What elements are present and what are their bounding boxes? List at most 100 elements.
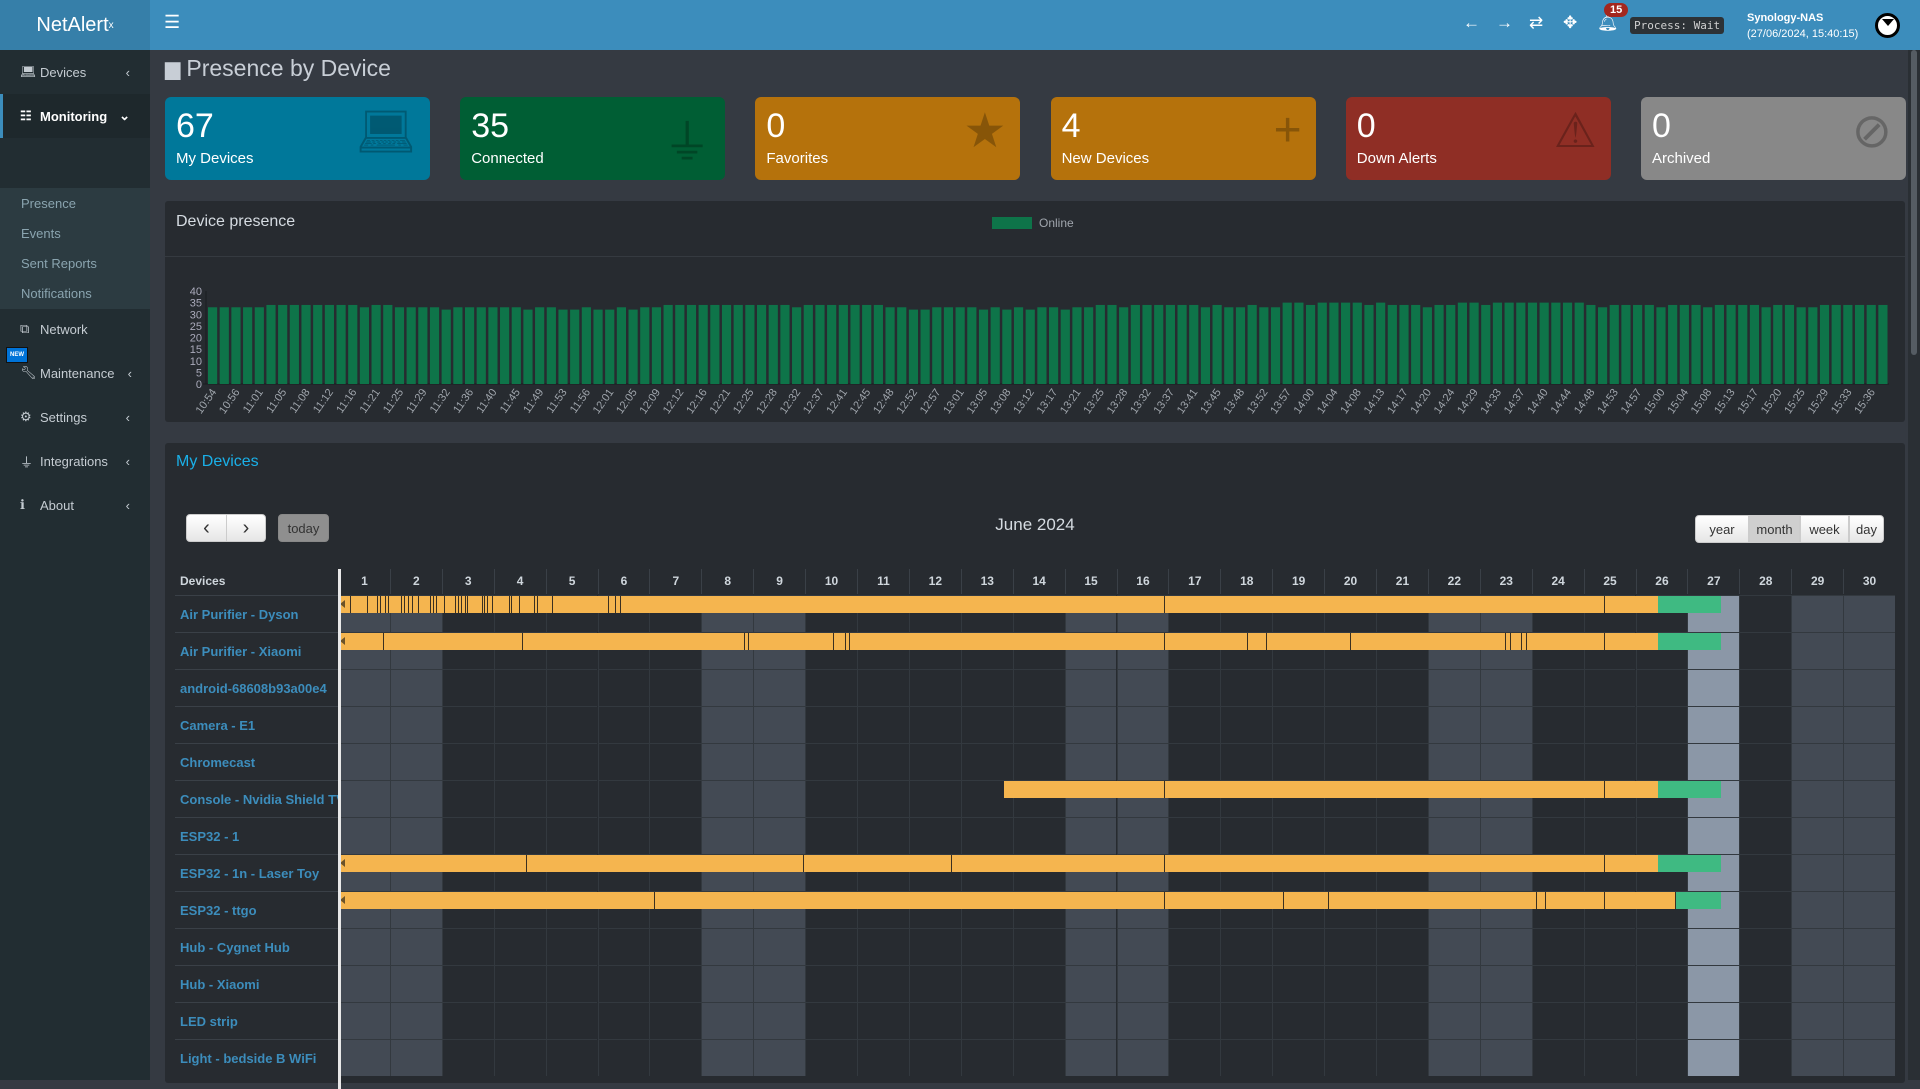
day-cell[interactable]	[1687, 965, 1740, 1002]
day-cell[interactable]	[1531, 1002, 1584, 1039]
day-cell[interactable]	[805, 780, 857, 817]
day-cell[interactable]	[857, 595, 909, 632]
bar[interactable]	[278, 304, 288, 384]
bar[interactable]	[208, 307, 218, 384]
day-cell[interactable]	[1843, 854, 1895, 891]
day-cell[interactable]	[753, 706, 806, 743]
presence-bar-past[interactable]	[338, 596, 1659, 613]
day-cell[interactable]	[1064, 743, 1117, 780]
day-cell[interactable]	[597, 780, 650, 817]
day-cell[interactable]	[545, 891, 598, 928]
day-cell[interactable]	[701, 1002, 754, 1039]
day-cell[interactable]	[1064, 1039, 1117, 1076]
bar[interactable]	[453, 307, 463, 384]
bar[interactable]	[1562, 302, 1573, 384]
day-cell[interactable]	[908, 669, 961, 706]
bar[interactable]	[1130, 304, 1140, 384]
day-cell[interactable]	[1376, 595, 1428, 632]
day-cell[interactable]	[1843, 743, 1895, 780]
day-cell[interactable]	[1376, 743, 1428, 780]
day-cell[interactable]	[1791, 854, 1844, 891]
sidebar-item-network[interactable]: ⧉ Network	[0, 307, 150, 351]
day-cell[interactable]	[753, 780, 806, 817]
day-cell[interactable]	[1531, 632, 1584, 669]
sidebar-item-integrations[interactable]: ⏚ Integrations ‹	[0, 439, 150, 483]
bar[interactable]	[476, 307, 486, 384]
bar[interactable]	[1165, 304, 1175, 384]
bar[interactable]	[827, 304, 837, 384]
day-cell[interactable]	[597, 891, 650, 928]
day-cell[interactable]	[1583, 854, 1636, 891]
day-cell[interactable]	[857, 780, 909, 817]
day-cell[interactable]	[389, 780, 442, 817]
device-link[interactable]: Chromecast	[175, 743, 338, 780]
bar[interactable]	[500, 307, 510, 384]
day-cell[interactable]	[1843, 669, 1895, 706]
day-cell[interactable]	[1739, 595, 1792, 632]
bar[interactable]	[1539, 302, 1549, 384]
day-cell[interactable]	[493, 595, 546, 632]
day-cell[interactable]	[1324, 891, 1376, 928]
day-cell[interactable]	[1687, 706, 1740, 743]
day-cell[interactable]	[441, 743, 494, 780]
legend-label[interactable]: Online	[1039, 216, 1074, 230]
day-cell[interactable]	[338, 817, 390, 854]
day-cell[interactable]	[960, 854, 1013, 891]
bar[interactable]	[1072, 307, 1082, 384]
day-cell[interactable]	[1064, 706, 1117, 743]
day-cell[interactable]	[545, 928, 598, 965]
bar[interactable]	[908, 309, 919, 384]
bar[interactable]	[616, 307, 626, 384]
day-cell[interactable]	[1376, 854, 1428, 891]
day-cell[interactable]	[1687, 817, 1740, 854]
device-link[interactable]: ESP32 - 1n - Laser Toy	[175, 854, 338, 891]
day-cell[interactable]	[493, 1039, 546, 1076]
view-day-button[interactable]: day	[1849, 515, 1884, 543]
bar[interactable]	[406, 307, 416, 384]
day-cell[interactable]	[545, 1002, 598, 1039]
bar[interactable]	[1387, 304, 1397, 384]
day-cell[interactable]	[1376, 1002, 1428, 1039]
bar[interactable]	[675, 304, 685, 384]
day-cell[interactable]	[493, 780, 546, 817]
day-cell[interactable]	[960, 595, 1013, 632]
day-cell[interactable]	[1739, 669, 1792, 706]
bar[interactable]	[1189, 304, 1199, 384]
bar[interactable]	[418, 307, 428, 384]
day-cell[interactable]	[701, 743, 754, 780]
bar[interactable]	[1551, 302, 1561, 384]
device-link[interactable]: Air Purifier - Xiaomi	[175, 632, 338, 669]
day-cell[interactable]	[1687, 1039, 1740, 1076]
presence-bar-past[interactable]	[1003, 781, 1659, 798]
day-cell[interactable]	[441, 965, 494, 1002]
day-cell[interactable]	[1012, 854, 1065, 891]
bar[interactable]	[1644, 304, 1654, 384]
presence-bar-online[interactable]	[1658, 855, 1722, 872]
bar[interactable]	[1013, 307, 1024, 384]
bar[interactable]	[1142, 304, 1152, 384]
day-cell[interactable]	[1012, 743, 1065, 780]
day-cell[interactable]	[1791, 632, 1844, 669]
day-cell[interactable]	[1376, 706, 1428, 743]
submenu-presence[interactable]: Presence	[21, 196, 76, 211]
day-cell[interactable]	[389, 928, 442, 965]
day-cell[interactable]	[1531, 965, 1584, 1002]
bar[interactable]	[756, 304, 767, 384]
day-cell[interactable]	[441, 1039, 494, 1076]
bar[interactable]	[1446, 304, 1456, 384]
day-cell[interactable]	[1583, 1039, 1636, 1076]
bar[interactable]	[1703, 307, 1713, 384]
day-cell[interactable]	[649, 965, 702, 1002]
day-cell[interactable]	[1012, 891, 1065, 928]
day-cell[interactable]	[805, 706, 857, 743]
day-cell[interactable]	[1324, 817, 1376, 854]
day-cell[interactable]	[338, 965, 390, 1002]
day-cell[interactable]	[649, 743, 702, 780]
day-cell[interactable]	[1012, 1039, 1065, 1076]
day-cell[interactable]	[597, 632, 650, 669]
presence-bar-past[interactable]	[338, 892, 1675, 909]
day-cell[interactable]	[1635, 706, 1688, 743]
day-cell[interactable]	[908, 854, 961, 891]
notification-count-badge[interactable]: 15	[1604, 3, 1629, 17]
day-cell[interactable]	[545, 780, 598, 817]
